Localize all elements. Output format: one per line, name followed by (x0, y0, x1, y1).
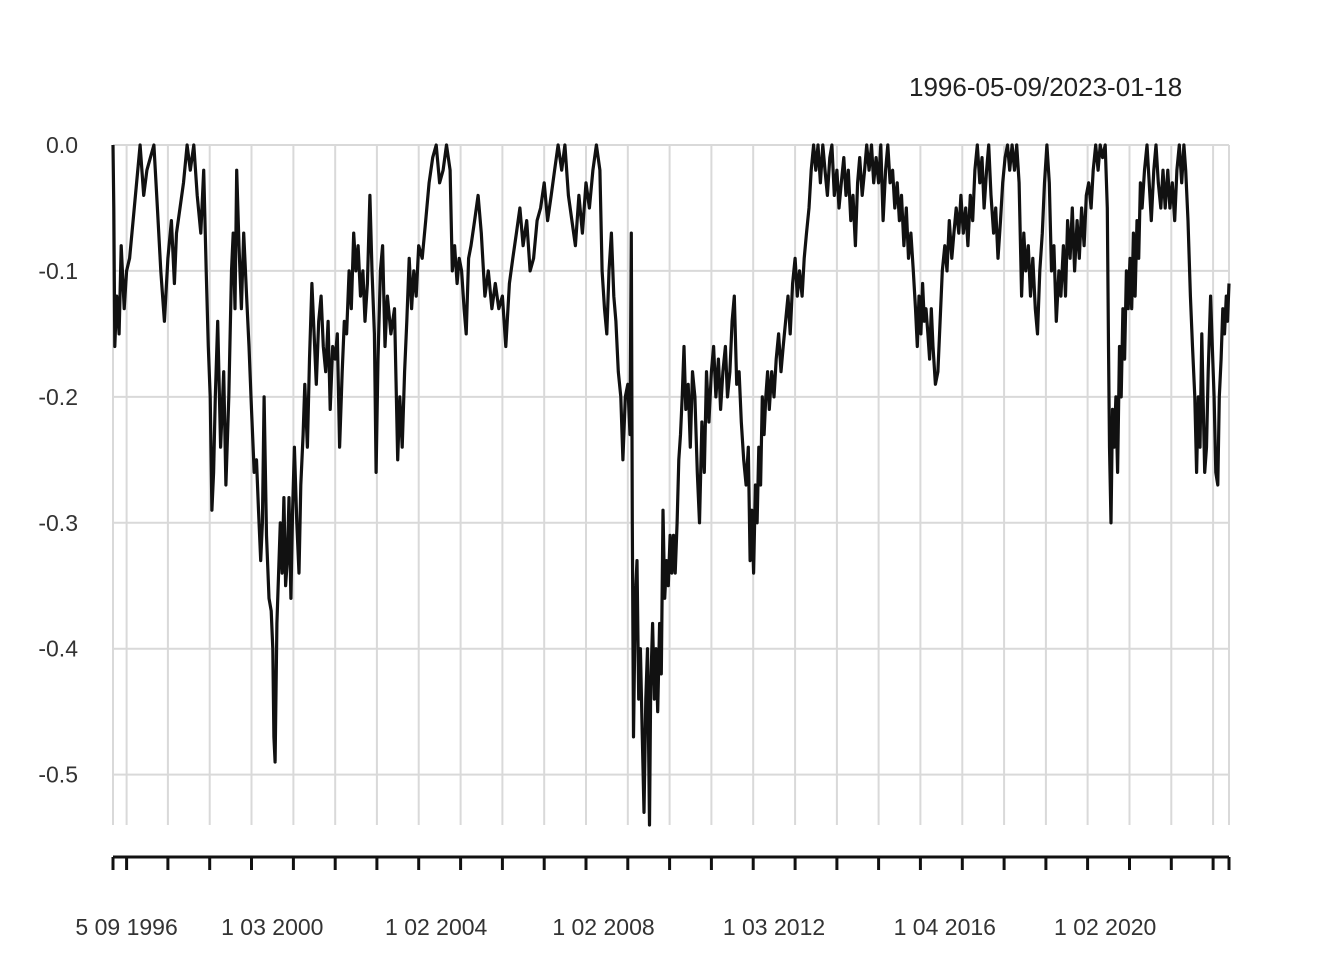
y-tick-label-5: -0.5 (38, 762, 78, 788)
date-range-label: 1996-05-09/2023-01-18 (909, 72, 1183, 102)
x-tick-label-4: 1 03 2012 (723, 914, 825, 940)
y-tick-label-3: -0.3 (38, 510, 78, 536)
x-tick-label-0: 5 09 1996 (75, 914, 177, 940)
y-tick-label-4: -0.4 (38, 636, 78, 662)
y-tick-label-0: 0.0 (46, 132, 78, 158)
x-tick-label-6: 1 02 2020 (1054, 914, 1156, 940)
x-axis (111, 855, 1231, 870)
x-tick-label-1: 1 03 2000 (221, 914, 323, 940)
horizontal-gridlines (113, 144, 1229, 776)
x-axis-tick-labels: 5 09 1996 1 03 2000 1 02 2004 1 02 2008 1 03… (75, 914, 1156, 940)
y-tick-label-1: -0.1 (38, 258, 78, 284)
y-axis-tick-labels: 0.0 -0.1 -0.2 -0.3 -0.4 -0.5 (38, 132, 78, 788)
drawdown-series-line (111, 143, 1231, 827)
vertical-gridlines (112, 145, 1230, 825)
y-tick-label-2: -0.2 (38, 384, 78, 410)
x-tick-label-2: 1 02 2004 (385, 914, 488, 940)
x-tick-label-5: 1 04 2016 (894, 914, 996, 940)
x-tick-label-3: 1 02 2008 (552, 914, 654, 940)
